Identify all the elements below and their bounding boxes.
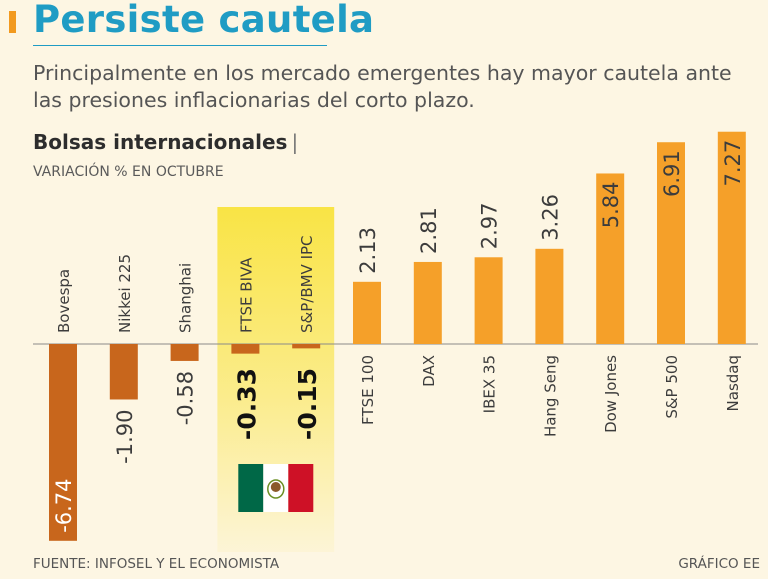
category-label-ftse-100: FTSE 100 [359,355,377,425]
category-label-ftse-biva: FTSE BIVA [237,257,255,333]
value-label-bovespa: -6.74 [52,478,76,532]
chart-title-text: Bolsas internacionales [33,130,288,154]
chart-title: Bolsas internacionales | [33,130,298,154]
mexico-flag-eagle-icon [270,482,281,492]
title-accent-marker [9,11,16,33]
category-label-dax: DAX [420,355,438,387]
value-label-dax: 2.81 [417,207,441,254]
category-label-shanghai: Shanghai [177,263,195,333]
category-label-dow-jones: Dow Jones [602,355,620,433]
bar-s-p-500 [657,142,685,344]
category-label-bovespa: Bovespa [55,269,73,333]
page-title: Persiste cautela [33,0,375,41]
source-note: FUENTE: INFOSEL Y EL ECONOMISTA [33,556,280,572]
category-label-ibex-35: IBEX 35 [481,355,499,413]
bar-ftse-100 [353,281,381,344]
value-label-dow-jones: 5.84 [599,181,623,228]
category-label-s-p-bmv-ipc: S&P/BMV IPC [298,235,316,333]
bar-dow-jones [596,173,625,344]
value-label-shanghai: -0.58 [174,371,198,425]
value-label-ftse-biva: -0.33 [232,368,261,440]
value-label-ibex-35: 2.97 [478,203,502,250]
category-label-s-p-500: S&P 500 [663,355,681,419]
bar-nasdaq [717,131,746,344]
value-label-ftse-100: 2.13 [356,227,380,274]
title-underline [33,45,327,46]
category-label-nikkei-225: Nikkei 225 [116,254,134,333]
bar-s-p-bmv-ipc [292,344,321,349]
bar-ftse-biva [231,344,260,354]
value-label-nasdaq: 7.27 [721,140,745,187]
bar-shanghai [170,344,199,361]
mexico-flag-red-stripe [288,464,314,512]
chart-subtitle: VARIACIÓN % EN OCTUBRE [33,164,224,180]
bar-dax [413,261,442,344]
value-label-nikkei-225: -1.90 [113,409,137,463]
value-label-s-p-500: 6.91 [660,150,684,197]
mexico-flag-wreath-icon [267,479,285,499]
value-label-hang-seng: 3.26 [538,194,562,241]
category-label-nasdaq: Nasdaq [724,355,742,411]
graphic-credit: GRÁFICO EE [678,556,760,572]
bar-bovespa [49,344,77,541]
category-label-hang-seng: Hang Seng [541,355,559,437]
page-subtitle: Principalmente en los mercado emergentes… [33,61,732,112]
chart-title-separator: | [291,130,299,154]
mexico-flag-green-stripe [238,464,264,512]
bar-ibex-35 [474,257,503,344]
bar-hang-seng [535,248,564,344]
value-label-s-p-bmv-ipc: -0.15 [293,368,322,440]
bar-nikkei-225 [109,344,138,400]
